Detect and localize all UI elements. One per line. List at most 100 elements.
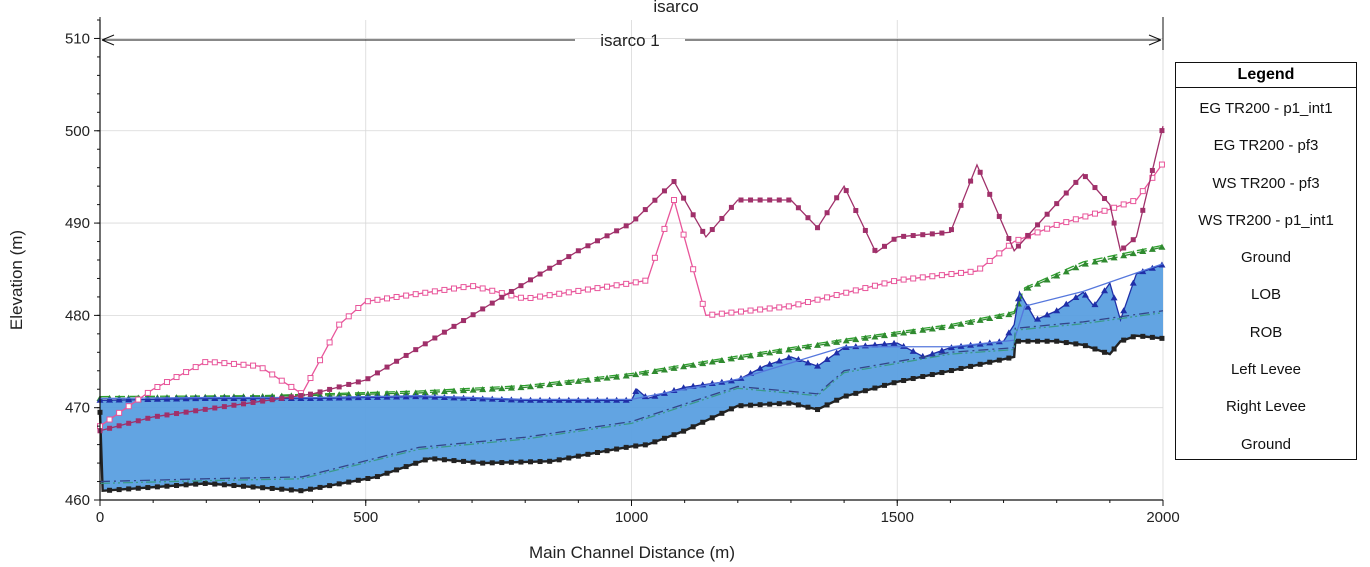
series-marker-8 <box>585 243 591 249</box>
reach-label: isarco 1 <box>600 31 660 50</box>
series-marker-4 <box>461 458 467 464</box>
series-marker-7 <box>651 254 658 261</box>
series-marker-7 <box>804 299 811 306</box>
series-marker-4 <box>1149 334 1155 340</box>
series-marker-1 <box>651 368 659 375</box>
series-marker-8 <box>489 300 495 306</box>
series-marker-7 <box>1082 213 1089 220</box>
series-marker-1 <box>747 352 755 359</box>
series-marker-4 <box>508 459 514 465</box>
series-marker-8 <box>154 413 160 419</box>
series-marker-7 <box>135 396 142 403</box>
series-marker-4 <box>154 484 160 490</box>
series-marker-7 <box>757 306 764 313</box>
legend-items: EG TR200 - p1_int1 EG TR200 - pf3 WS TR200… <box>1176 88 1356 461</box>
series-marker-8 <box>614 228 620 234</box>
series-marker-2 <box>651 392 659 399</box>
series-marker-4 <box>231 483 237 489</box>
series-marker-8 <box>738 197 744 203</box>
series-marker-7 <box>680 231 687 238</box>
series-marker-8 <box>470 312 476 318</box>
series-marker-7 <box>699 300 706 307</box>
series-marker-4 <box>441 457 447 463</box>
series-marker-4 <box>116 487 122 493</box>
water-surface-fill <box>100 264 1163 491</box>
series-marker-7 <box>871 282 878 289</box>
series-marker-8 <box>480 306 486 312</box>
series-marker-8 <box>537 271 543 277</box>
series-marker-7 <box>814 296 821 303</box>
series-marker-7 <box>862 285 869 292</box>
series-marker-4 <box>719 410 725 416</box>
series-marker-4 <box>748 402 754 408</box>
series-marker-2 <box>1053 307 1061 314</box>
series-marker-8 <box>910 233 916 239</box>
series-marker-2 <box>814 362 822 369</box>
series-marker-8 <box>939 230 945 236</box>
series-marker-1 <box>440 388 448 395</box>
series-marker-4 <box>996 357 1002 363</box>
series-marker-7 <box>584 286 591 293</box>
series-marker-8 <box>1063 190 1069 196</box>
series-marker-1 <box>364 390 372 397</box>
legend-label: WS TR200 - pf3 <box>1212 174 1320 192</box>
series-marker-8 <box>279 395 285 401</box>
series-marker-7 <box>202 359 209 366</box>
series-marker-7 <box>833 292 840 299</box>
series-line-6 <box>99 311 1164 485</box>
series-marker-8 <box>776 197 782 203</box>
series-marker-1 <box>670 364 678 371</box>
series-marker-4 <box>594 449 600 455</box>
legend-item: EG TR200 - pf3 <box>1176 125 1356 162</box>
series-marker-8 <box>202 406 208 412</box>
series-marker-8 <box>394 358 400 364</box>
x-tick-label: 500 <box>353 509 378 526</box>
series-marker-8 <box>681 195 687 201</box>
legend-item: EG TR200 - p1_int1 <box>1176 88 1356 125</box>
series-marker-1 <box>412 389 420 396</box>
series-marker-4 <box>939 370 945 376</box>
series-marker-8 <box>518 283 524 289</box>
series-marker-4 <box>126 486 132 492</box>
legend-item: Ground <box>1176 237 1356 274</box>
series-marker-7 <box>393 293 400 300</box>
series-marker-4 <box>575 453 581 459</box>
series-marker-4 <box>661 435 667 441</box>
series-marker-2 <box>115 396 123 403</box>
series-marker-8 <box>547 265 553 271</box>
series-marker-7 <box>422 289 429 296</box>
series-marker-4 <box>183 482 189 488</box>
series-marker-4 <box>250 484 256 490</box>
series-marker-7 <box>938 272 945 279</box>
series-marker-4 <box>738 403 744 409</box>
series-marker-1 <box>976 316 984 323</box>
series-marker-1 <box>574 377 582 384</box>
series-marker-7 <box>1091 210 1098 217</box>
series-marker-1 <box>641 369 649 376</box>
series-marker-7 <box>240 361 247 368</box>
series-marker-7 <box>747 307 754 314</box>
series-marker-1 <box>833 338 841 345</box>
series-marker-7 <box>441 286 448 293</box>
series-marker-1 <box>1148 245 1156 252</box>
series-marker-8 <box>1111 220 1117 226</box>
series-marker-1 <box>1024 284 1032 291</box>
series-marker-1 <box>603 374 611 381</box>
series-marker-1 <box>842 337 850 344</box>
series-marker-4 <box>202 480 208 486</box>
series-marker-2 <box>1072 293 1080 300</box>
series-marker-8 <box>767 197 773 203</box>
series-marker-4 <box>929 372 935 378</box>
series-marker-4 <box>757 402 763 408</box>
series-marker-7 <box>881 280 888 287</box>
series-marker-7 <box>632 279 639 286</box>
series-marker-1 <box>1014 300 1022 307</box>
series-marker-8 <box>709 227 715 233</box>
y-tick-label: 490 <box>65 215 90 232</box>
series-marker-1 <box>804 343 812 350</box>
series-marker-8 <box>671 179 677 185</box>
series-marker-4 <box>614 446 620 452</box>
series-marker-4 <box>1159 335 1165 341</box>
series-marker-2 <box>890 339 898 346</box>
series-marker-8 <box>231 402 237 408</box>
